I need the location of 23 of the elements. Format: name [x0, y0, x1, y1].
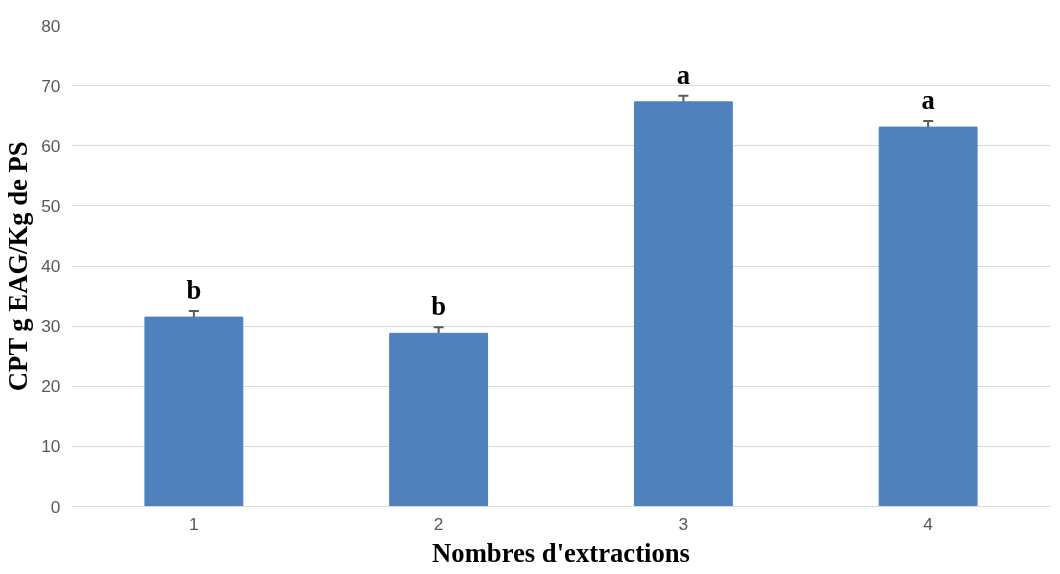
y-axis-title: CPT g EAG/Kg de PS — [3, 141, 34, 392]
y-tick-label: 20 — [41, 376, 61, 397]
x-tick-label: 3 — [678, 513, 689, 534]
y-tick-label: 80 — [41, 15, 61, 36]
x-axis-title: Nombres d'extractions — [432, 537, 690, 568]
y-tick-label: 30 — [41, 316, 61, 337]
annotation: a — [676, 59, 691, 90]
bar — [878, 126, 978, 507]
y-tick-label: 50 — [41, 195, 61, 216]
annotation: b — [431, 291, 447, 322]
x-tick-label: 4 — [923, 513, 934, 534]
bar — [144, 316, 244, 507]
x-tick-label: 1 — [189, 513, 199, 534]
y-tick-label: 70 — [41, 75, 61, 96]
y-tick-label: 0 — [50, 496, 61, 517]
y-tick-label: 60 — [41, 135, 61, 156]
annotation: a — [921, 85, 935, 116]
y-tick-label: 40 — [41, 256, 61, 276]
annotation: b — [186, 275, 202, 306]
x-tick-label: 2 — [433, 513, 444, 534]
bar — [389, 332, 489, 507]
bar — [633, 101, 733, 507]
y-tick-label: 10 — [41, 436, 61, 457]
